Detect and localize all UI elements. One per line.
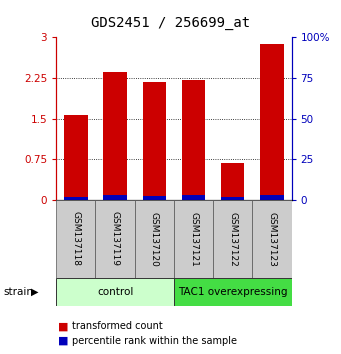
Text: GSM137119: GSM137119 (110, 211, 120, 267)
Bar (135, 200, 174, 278)
Bar (252, 200, 292, 278)
Bar (64, 197, 88, 200)
Text: TAC1 overexpressing: TAC1 overexpressing (178, 287, 287, 297)
Text: control: control (97, 287, 133, 297)
Bar (260, 195, 284, 200)
Text: GSM137120: GSM137120 (150, 211, 159, 267)
Bar (182, 195, 205, 200)
Bar (103, 195, 127, 200)
Bar (221, 197, 244, 200)
Text: transformed count: transformed count (72, 321, 162, 331)
Text: GDS2451 / 256699_at: GDS2451 / 256699_at (91, 16, 250, 30)
Bar (95, 200, 135, 278)
Text: ▶: ▶ (31, 287, 39, 297)
Bar (213, 200, 252, 278)
Bar (64, 115, 88, 200)
Text: GSM137123: GSM137123 (267, 211, 277, 267)
Text: GSM137121: GSM137121 (189, 211, 198, 267)
Text: ■: ■ (58, 336, 69, 346)
Bar (56, 278, 174, 306)
Bar (260, 44, 284, 200)
Bar (174, 278, 292, 306)
Text: GSM137122: GSM137122 (228, 212, 237, 266)
Bar (221, 163, 244, 200)
Text: GSM137118: GSM137118 (71, 211, 80, 267)
Bar (182, 80, 205, 200)
Text: ■: ■ (58, 321, 69, 331)
Bar (174, 200, 213, 278)
Text: strain: strain (3, 287, 33, 297)
Text: percentile rank within the sample: percentile rank within the sample (72, 336, 237, 346)
Bar (143, 196, 166, 200)
Bar (103, 72, 127, 200)
Bar (56, 200, 95, 278)
Bar (143, 82, 166, 200)
